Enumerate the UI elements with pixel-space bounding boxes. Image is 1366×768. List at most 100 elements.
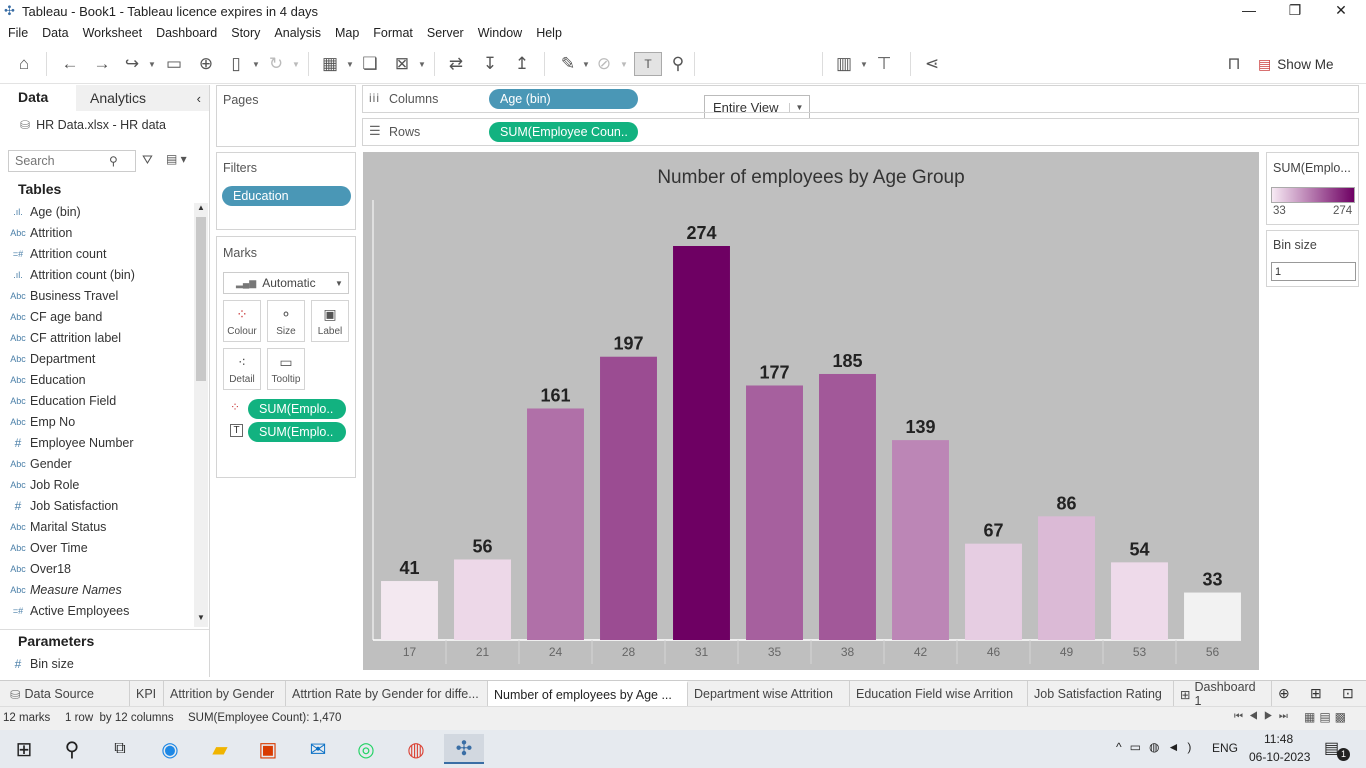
bar[interactable] <box>673 246 730 640</box>
filter-icon[interactable]: ⛛ <box>142 152 153 167</box>
menu-data[interactable]: Data <box>42 26 69 40</box>
field-item[interactable]: Abc Attrition <box>0 222 190 243</box>
collapse-pane-icon[interactable]: ‹ <box>196 90 201 106</box>
menu-analysis[interactable]: Analysis <box>274 26 321 40</box>
search-icon[interactable]: ⚲ <box>64 738 80 761</box>
columns-pill-age-bin[interactable]: Age (bin) <box>489 89 638 109</box>
system-tray-icons[interactable]: ^▭◍◄) <box>1116 740 1200 754</box>
bin-size-input[interactable]: 1 <box>1271 262 1356 281</box>
new-worksheet-tab-icon[interactable]: ⊕ <box>1278 685 1290 701</box>
refresh-dropdown-icon[interactable]: ▼ <box>292 59 300 69</box>
bar[interactable] <box>965 543 1022 640</box>
detail-button[interactable]: ⁖ Detail <box>223 348 261 390</box>
size-button[interactable]: ⚬ Size <box>267 300 305 342</box>
sheet-view-icons[interactable]: ▦▤▩ <box>1304 710 1351 724</box>
new-worksheet-dropdown-icon[interactable]: ▼ <box>346 59 354 69</box>
bar[interactable] <box>1111 562 1168 640</box>
group-dropdown-icon[interactable]: ▼ <box>620 59 628 69</box>
datasource-item[interactable]: ⛁ HR Data.xlsx - HR data <box>20 118 166 132</box>
tab-data[interactable]: Data <box>0 85 76 111</box>
sheet-nav-icons[interactable]: ⏮◀▶⏭ <box>1234 711 1294 722</box>
show-cards-dropdown-icon[interactable]: ▼ <box>860 59 868 69</box>
highlight-icon[interactable]: ✎ <box>560 54 576 73</box>
bar[interactable] <box>746 385 803 640</box>
swap-rows-columns-icon[interactable]: ⇄ <box>448 54 464 73</box>
menu-map[interactable]: Map <box>334 26 360 40</box>
label-button[interactable]: ▣ Label <box>311 300 349 342</box>
duplicate-sheet-icon[interactable]: ❏ <box>362 54 378 73</box>
bar[interactable] <box>381 581 438 640</box>
menu-help[interactable]: Help <box>536 26 562 40</box>
bar[interactable] <box>1184 592 1241 640</box>
tab-dashboard-1[interactable]: ⊞ Dashboard 1 <box>1174 680 1272 708</box>
filters-shelf[interactable]: Filters Education <box>216 152 356 230</box>
rows-pill-employee-count[interactable]: SUM(Employee Coun.. <box>489 122 638 142</box>
field-item[interactable]: Abc CF age band <box>0 306 190 327</box>
new-worksheet-icon[interactable]: ▦ <box>321 54 339 73</box>
tableau-taskbar-icon[interactable]: ✣ <box>444 734 484 764</box>
field-item[interactable]: Abc Marital Status <box>0 516 190 537</box>
highlight-dropdown-icon[interactable]: ▼ <box>582 59 590 69</box>
sort-descending-icon[interactable]: ↥ <box>514 54 530 73</box>
new-story-tab-icon[interactable]: ⊡ <box>1342 685 1354 701</box>
bar[interactable] <box>600 356 657 640</box>
tab-data-source[interactable]: ⛁ Data Source <box>0 681 130 707</box>
field-item[interactable]: Abc CF attrition label <box>0 327 190 348</box>
view-options-icon[interactable]: ▤ ▾ <box>166 152 187 166</box>
sort-ascending-icon[interactable]: ↧ <box>482 54 498 73</box>
tab-attrition-rate-by-gender[interactable]: Attrtion Rate by Gender for diffe... <box>286 681 488 707</box>
field-item[interactable]: Abc Education <box>0 369 190 390</box>
notification-icon[interactable]: ▤ <box>1324 740 1340 757</box>
field-item[interactable]: Abc Emp No <box>0 411 190 432</box>
pages-shelf[interactable]: Pages <box>216 85 356 147</box>
clock-date[interactable]: 06-10-2023 <box>1249 750 1311 764</box>
field-item[interactable]: Abc Over18 <box>0 558 190 579</box>
scrollbar-thumb[interactable] <box>196 217 206 381</box>
save-icon[interactable]: ▭ <box>165 54 183 73</box>
refresh-icon[interactable]: ↻ <box>268 54 284 73</box>
field-list-scrollbar[interactable]: ▲ ▼ <box>194 203 208 627</box>
windows-start-icon[interactable]: ⊞ <box>15 738 33 761</box>
field-item[interactable]: .ıl. Age (bin) <box>0 201 190 222</box>
field-item[interactable]: Abc Measure Names <box>0 579 190 600</box>
field-item[interactable]: # Job Satisfaction <box>0 495 190 516</box>
pause-updates-icon[interactable]: ▯ <box>231 54 241 73</box>
colour-legend[interactable]: SUM(Emplo... 33 274 <box>1266 152 1359 225</box>
scroll-up-icon[interactable]: ▲ <box>197 203 205 212</box>
replay-dropdown-icon[interactable]: ▼ <box>148 59 156 69</box>
format-painter-icon[interactable]: ⊓ <box>1227 54 1241 73</box>
menu-server[interactable]: Server <box>426 26 464 40</box>
home-icon[interactable]: ⌂ <box>18 54 30 73</box>
menu-dashboard[interactable]: Dashboard <box>156 26 218 40</box>
search-input[interactable] <box>9 154 109 168</box>
tab-attrition-by-gender[interactable]: Attrition by Gender <box>164 681 286 707</box>
clear-sheet-icon[interactable]: ⊠ <box>394 54 410 73</box>
tab-kpi[interactable]: KPI <box>130 681 164 707</box>
clock-time[interactable]: 11:48 <box>1264 732 1294 746</box>
new-datasource-icon[interactable]: ⊕ <box>198 54 214 73</box>
new-dashboard-tab-icon[interactable]: ⊞ <box>1310 685 1322 701</box>
undo-icon[interactable]: ← <box>61 54 79 73</box>
redo-icon[interactable]: → <box>93 54 111 73</box>
bar[interactable] <box>454 559 511 640</box>
bar[interactable] <box>1038 516 1095 640</box>
menu-window[interactable]: Window <box>477 26 523 40</box>
bar[interactable] <box>892 440 949 640</box>
parameter-item-bin-size[interactable]: # Bin size <box>0 653 190 674</box>
menu-worksheet[interactable]: Worksheet <box>82 26 143 40</box>
menu-file[interactable]: File <box>8 26 29 40</box>
field-item[interactable]: # Employee Number <box>0 432 190 453</box>
group-members-icon[interactable]: ⊘ <box>596 54 612 73</box>
field-item[interactable]: =# Attrition count <box>0 243 190 264</box>
tab-analytics[interactable]: Analytics ‹ <box>76 85 209 111</box>
replay-icon[interactable]: ↪ <box>124 54 140 73</box>
tooltip-button[interactable]: ▭ Tooltip <box>267 348 305 390</box>
show-mark-labels-icon[interactable]: T <box>634 52 662 76</box>
columns-shelf[interactable]: iii Columns Age (bin) <box>362 85 1359 113</box>
field-item[interactable]: .ıl. Attrition count (bin) <box>0 264 190 285</box>
file-explorer-icon[interactable]: ▰ <box>212 738 228 761</box>
store-icon[interactable]: ▣ <box>258 738 278 761</box>
share-icon[interactable]: ⋖ <box>924 54 940 73</box>
scroll-down-icon[interactable]: ▼ <box>197 613 205 622</box>
tab-education-field-wise-attrition[interactable]: Education Field wise Arrition <box>850 681 1028 707</box>
